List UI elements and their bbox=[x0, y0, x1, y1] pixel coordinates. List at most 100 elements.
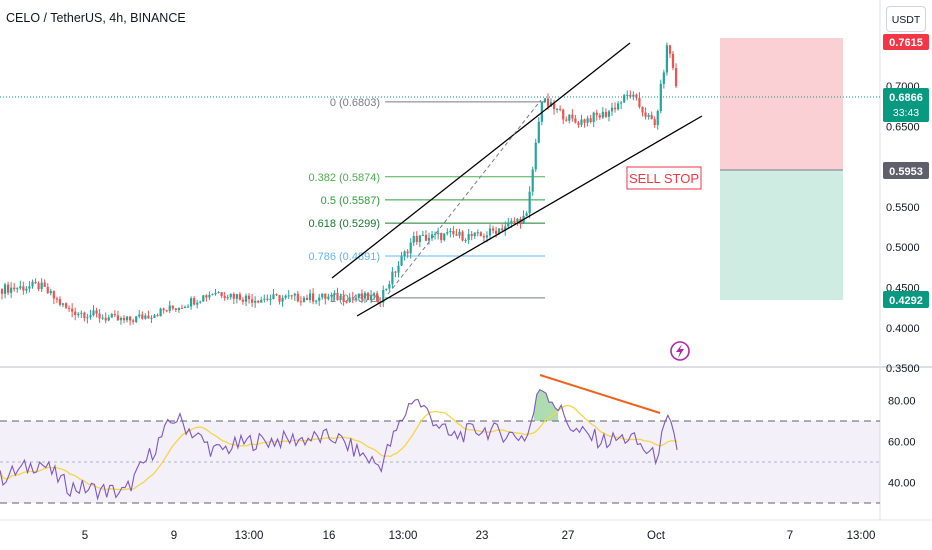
channel-upper-line[interactable] bbox=[331, 42, 631, 279]
take-profit-zone[interactable] bbox=[720, 170, 843, 300]
candle-body bbox=[589, 118, 592, 122]
candle-body bbox=[241, 299, 245, 302]
candle-body bbox=[559, 108, 562, 110]
entry-price-text: 0.5953 bbox=[889, 166, 923, 178]
candle-body bbox=[629, 94, 632, 97]
candle-body bbox=[3, 284, 7, 294]
candle-body bbox=[177, 307, 180, 310]
target-price-text: 0.4292 bbox=[889, 295, 923, 307]
candle-body bbox=[49, 291, 52, 294]
currency-button[interactable]: USDT bbox=[886, 6, 926, 32]
rsi-overbought-fill bbox=[533, 389, 559, 421]
candle-body bbox=[7, 284, 10, 293]
candle-body bbox=[507, 222, 510, 227]
bearish-divergence-line[interactable] bbox=[539, 374, 661, 414]
candle-body bbox=[620, 102, 623, 104]
target-price-badge: 0.4292 bbox=[883, 291, 929, 308]
candle-body bbox=[525, 213, 528, 216]
time-axis[interactable]: 5 9 13:00 16 13:00 23 27 Oct 7 13:00 bbox=[82, 530, 876, 542]
fibonacci-retracement[interactable]: 0 (0.6803) 0.382 (0.5874) 0.5 (0.5587) 0.61… bbox=[308, 97, 545, 305]
candle-body bbox=[580, 119, 583, 125]
candle-body bbox=[129, 316, 132, 321]
candle-body bbox=[418, 235, 421, 243]
stop-loss-zone[interactable] bbox=[720, 38, 843, 170]
candle-body bbox=[421, 234, 424, 236]
candle-body bbox=[552, 102, 556, 110]
time-tick-label: 5 bbox=[82, 530, 88, 542]
fib-level-label: 0.382 (0.5874) bbox=[308, 172, 380, 184]
candle-body bbox=[400, 256, 403, 266]
candle-body bbox=[549, 102, 553, 107]
candle-body bbox=[43, 282, 46, 287]
candle-body bbox=[110, 314, 113, 318]
candle-body bbox=[650, 114, 653, 120]
candle-body bbox=[617, 103, 620, 110]
candle-body bbox=[345, 301, 348, 303]
candle-body bbox=[22, 286, 25, 291]
candle-body bbox=[321, 293, 324, 298]
candle-body bbox=[196, 302, 199, 305]
candle-body bbox=[107, 317, 110, 321]
candle-body bbox=[385, 288, 388, 290]
current-price-text: 0.6866 bbox=[889, 92, 923, 104]
candle-body bbox=[571, 114, 574, 119]
candle-body bbox=[577, 122, 580, 125]
rsi-tick-label: 80.00 bbox=[888, 396, 916, 408]
stop-price-text: 0.7615 bbox=[889, 37, 923, 49]
short-position-tool[interactable] bbox=[720, 38, 843, 300]
candle-body bbox=[318, 297, 321, 301]
candle-body bbox=[247, 295, 251, 300]
candle-body bbox=[598, 115, 601, 118]
candle-body bbox=[147, 315, 150, 319]
candle-body bbox=[626, 94, 629, 96]
candle-body bbox=[287, 295, 290, 297]
candle-body bbox=[613, 107, 617, 110]
candle-body bbox=[574, 118, 577, 123]
rsi-scale[interactable]: 80.00 60.00 40.00 bbox=[888, 396, 916, 490]
time-tick-label: 7 bbox=[787, 530, 793, 542]
candle-body bbox=[504, 226, 507, 231]
candle-body bbox=[101, 317, 104, 319]
rsi-indicator[interactable] bbox=[0, 374, 880, 504]
candle-body bbox=[193, 298, 196, 305]
candle-countdown: 33:43 bbox=[893, 107, 919, 119]
candle-body bbox=[254, 300, 257, 303]
candle-body bbox=[595, 112, 598, 116]
candle-body bbox=[232, 293, 235, 299]
candle-body bbox=[211, 294, 214, 296]
candle-body bbox=[366, 292, 370, 301]
candle-body bbox=[64, 303, 68, 308]
candle-body bbox=[604, 111, 607, 117]
candle-body bbox=[583, 119, 586, 123]
candle-body bbox=[186, 306, 190, 308]
candle-body bbox=[229, 293, 232, 298]
candle-body bbox=[638, 97, 641, 107]
candle-body bbox=[183, 306, 187, 308]
candle-body bbox=[122, 317, 126, 321]
candle-body bbox=[491, 228, 495, 231]
candle-body bbox=[427, 237, 431, 241]
candle-body bbox=[16, 288, 19, 290]
lightning-icon[interactable] bbox=[670, 341, 690, 361]
fib-level-label: 0 (0.6803) bbox=[330, 97, 380, 109]
candle-body bbox=[510, 220, 513, 223]
candle-body bbox=[46, 286, 49, 294]
candle-body bbox=[89, 315, 92, 318]
candle-body bbox=[449, 230, 452, 233]
sell-stop-label[interactable]: SELL STOP bbox=[626, 166, 702, 190]
channel-lower-line[interactable] bbox=[356, 115, 703, 317]
candle-body bbox=[488, 228, 492, 236]
candle-body bbox=[315, 300, 318, 302]
candle-body bbox=[339, 295, 342, 301]
candle-body bbox=[153, 315, 156, 318]
candle-body bbox=[162, 308, 165, 311]
candle-body bbox=[495, 230, 498, 234]
candle-body bbox=[412, 236, 415, 243]
rsi-line bbox=[0, 388, 678, 501]
fib-trend-diagonal[interactable] bbox=[387, 99, 542, 295]
ascending-channel[interactable] bbox=[331, 42, 703, 317]
candle-body bbox=[302, 297, 306, 303]
candle-body bbox=[430, 234, 434, 238]
candle-body bbox=[665, 45, 668, 73]
